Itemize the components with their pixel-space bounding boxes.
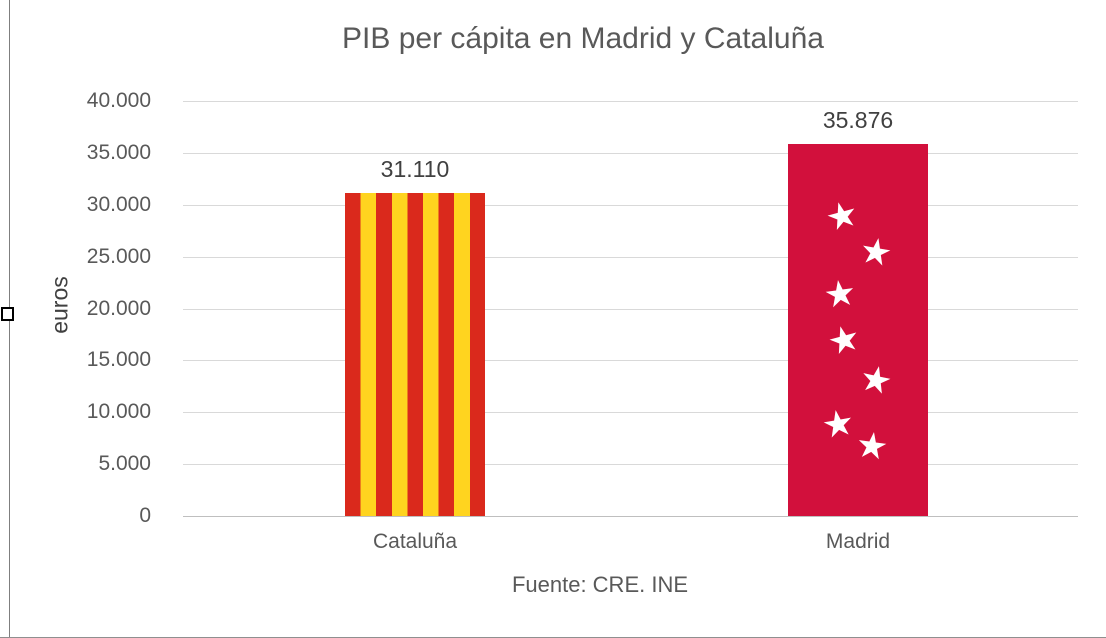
star-icon: ★	[820, 191, 863, 240]
y-axis-tick-labels: 0 5.000 10.000 15.000 20.000 25.000 30.000 35.0…	[80, 89, 165, 527]
y-tick-label: 20.000	[86, 296, 151, 320]
resize-handle[interactable]	[1, 307, 14, 321]
data-label-cataluna: 31.110	[380, 156, 450, 183]
y-axis-title: euros	[46, 276, 73, 334]
star-icon: ★	[822, 315, 865, 364]
y-tick-label: 0	[139, 504, 151, 527]
star-icon: ★	[853, 422, 891, 468]
chart-title: PIB per cápita en Madrid y Cataluña	[342, 22, 824, 55]
gridline	[183, 360, 1078, 362]
y-tick-label: 30.000	[86, 192, 151, 216]
star-icon: ★	[856, 355, 897, 403]
bar-cataluna[interactable]	[345, 193, 485, 516]
y-tick-label: 40.000	[86, 89, 151, 112]
gridline	[183, 256, 1078, 258]
gridline	[183, 464, 1078, 466]
x-axis-label-madrid: Madrid	[825, 530, 891, 553]
star-icon: ★	[818, 400, 858, 447]
bar-madrid[interactable]: ★ ★ ★ ★ ★ ★ ★	[788, 143, 928, 516]
gridline	[183, 101, 1078, 102]
y-tick-label: 35.000	[86, 140, 151, 164]
y-tick-label: 5.000	[98, 452, 151, 476]
data-label-madrid: 35.876	[822, 106, 894, 133]
star-icon: ★	[821, 270, 859, 316]
gridline	[183, 204, 1078, 206]
y-tick-label: 25.000	[86, 244, 151, 268]
x-axis-line	[183, 516, 1078, 517]
x-axis-label-cataluna: Cataluña	[372, 530, 458, 553]
plot-area: ★ ★ ★ ★ ★ ★ ★ 31.110 35.876	[183, 101, 1078, 517]
y-tick-label: 10.000	[86, 400, 151, 424]
source-note: Fuente: CRE. INE	[511, 572, 689, 597]
gridline	[183, 412, 1078, 414]
gridline	[183, 308, 1078, 310]
star-icon: ★	[856, 228, 896, 275]
y-tick-label: 15.000	[86, 348, 151, 372]
gridline	[183, 152, 1078, 154]
